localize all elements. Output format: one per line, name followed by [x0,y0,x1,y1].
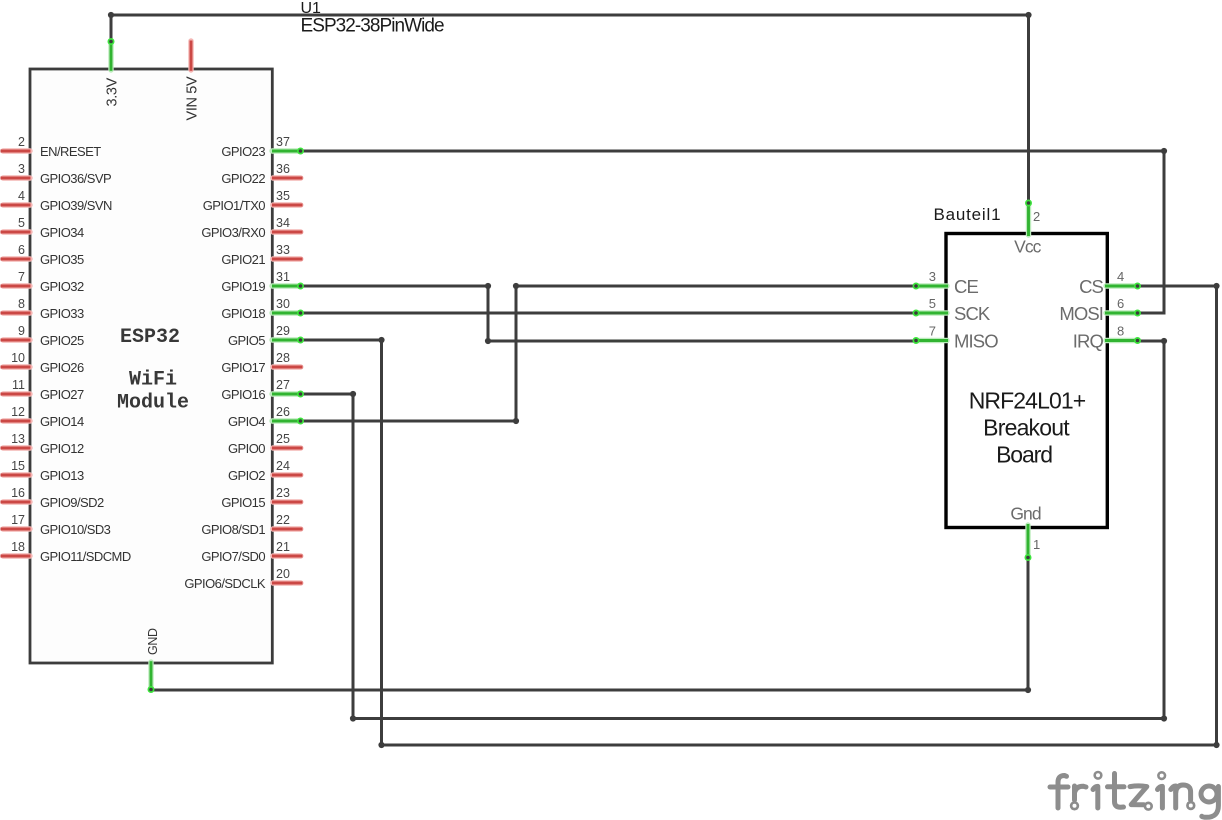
svg-text:5: 5 [929,296,936,311]
svg-text:26: 26 [276,405,290,419]
svg-text:GPIO0: GPIO0 [228,441,265,456]
svg-text:28: 28 [276,351,290,365]
svg-text:25: 25 [276,432,290,446]
svg-text:IRQ: IRQ [1073,331,1104,352]
svg-text:22: 22 [276,513,290,527]
svg-text:8: 8 [1117,324,1124,339]
svg-text:2: 2 [1033,209,1040,224]
svg-text:GPIO19: GPIO19 [221,279,265,294]
svg-text:CS: CS [1079,276,1103,297]
svg-text:31: 31 [276,270,290,284]
svg-text:GPIO17: GPIO17 [221,360,265,375]
svg-text:GPIO7/SD0: GPIO7/SD0 [201,549,265,564]
svg-text:GPIO4: GPIO4 [228,414,265,429]
svg-text:4: 4 [18,189,25,203]
svg-text:GPIO16: GPIO16 [221,387,265,402]
svg-text:MOSI: MOSI [1059,303,1103,324]
svg-text:Module: Module [117,392,189,415]
svg-text:13: 13 [11,432,25,446]
svg-text:GPIO3/RX0: GPIO3/RX0 [201,225,265,240]
svg-text:ESP32: ESP32 [120,326,180,349]
svg-text:EN/RESET: EN/RESET [40,144,101,159]
svg-text:1: 1 [1033,537,1040,552]
svg-text:GPIO21: GPIO21 [221,252,265,267]
svg-text:GPIO1/TX0: GPIO1/TX0 [203,198,266,213]
svg-text:21: 21 [276,540,290,554]
svg-text:GPIO6/SDCLK: GPIO6/SDCLK [184,576,266,591]
svg-text:3: 3 [18,162,25,176]
svg-text:Vcc: Vcc [1014,237,1042,257]
svg-text:27: 27 [276,378,290,392]
svg-text:CE: CE [954,276,978,297]
svg-text:GPIO10/SD3: GPIO10/SD3 [40,522,111,537]
svg-text:7: 7 [929,324,936,339]
svg-text:29: 29 [276,324,290,338]
svg-text:GPIO34: GPIO34 [40,225,84,240]
svg-text:36: 36 [276,162,290,176]
svg-text:15: 15 [11,459,25,473]
svg-text:6: 6 [18,243,25,257]
svg-text:17: 17 [11,513,25,527]
svg-text:VIN 5V: VIN 5V [185,76,201,121]
svg-text:16: 16 [11,486,25,500]
svg-text:GPIO22: GPIO22 [221,171,265,186]
svg-text:5: 5 [18,216,25,230]
svg-text:7: 7 [18,270,25,284]
svg-text:GPIO9/SD2: GPIO9/SD2 [40,495,104,510]
svg-text:34: 34 [276,216,290,230]
svg-text:24: 24 [276,459,290,473]
svg-text:GPIO12: GPIO12 [40,441,84,456]
svg-text:WiFi: WiFi [129,369,177,392]
svg-text:9: 9 [18,324,25,338]
svg-text:SCK: SCK [954,303,991,324]
svg-text:GPIO15: GPIO15 [221,495,265,510]
svg-text:35: 35 [276,189,290,203]
svg-text:37: 37 [276,135,290,149]
svg-text:GPIO11/SDCMD: GPIO11/SDCMD [40,549,131,564]
svg-text:GPIO13: GPIO13 [40,468,84,483]
svg-text:18: 18 [11,540,25,554]
svg-text:4: 4 [1117,269,1124,284]
svg-text:20: 20 [276,567,290,581]
svg-text:Gnd: Gnd [1010,504,1040,524]
svg-text:NRF24L01+: NRF24L01+ [969,388,1086,414]
svg-text:GPIO39/SVN: GPIO39/SVN [40,198,112,213]
svg-text:30: 30 [276,297,290,311]
svg-text:GPIO14: GPIO14 [40,414,84,429]
svg-text:3.3V: 3.3V [105,77,121,106]
svg-text:GPIO2: GPIO2 [228,468,265,483]
svg-text:33: 33 [276,243,290,257]
svg-text:12: 12 [11,405,25,419]
svg-text:10: 10 [11,351,25,365]
svg-text:ESP32-38PinWide: ESP32-38PinWide [301,16,444,37]
svg-text:2: 2 [18,135,25,149]
svg-text:Breakout: Breakout [983,415,1070,441]
svg-text:GPIO27: GPIO27 [40,387,84,402]
svg-text:Board: Board [996,442,1052,468]
svg-text:8: 8 [18,297,25,311]
svg-text:Bauteil1: Bauteil1 [934,205,1002,224]
svg-text:GPIO8/SD1: GPIO8/SD1 [201,522,265,537]
svg-text:GPIO33: GPIO33 [40,306,84,321]
svg-text:GPIO25: GPIO25 [40,333,84,348]
svg-text:GPIO18: GPIO18 [221,306,265,321]
svg-text:U1: U1 [301,0,322,17]
svg-text:GPIO5: GPIO5 [228,333,265,348]
svg-text:GPIO26: GPIO26 [40,360,84,375]
svg-text:3: 3 [929,269,936,284]
svg-text:GND: GND [146,628,160,655]
svg-text:GPIO32: GPIO32 [40,279,84,294]
svg-text:GPIO36/SVP: GPIO36/SVP [40,171,111,186]
svg-text:23: 23 [276,486,290,500]
svg-text:11: 11 [12,378,25,392]
svg-text:GPIO35: GPIO35 [40,252,84,267]
svg-text:MISO: MISO [954,331,998,352]
svg-text:GPIO23: GPIO23 [221,144,265,159]
svg-text:6: 6 [1117,296,1124,311]
